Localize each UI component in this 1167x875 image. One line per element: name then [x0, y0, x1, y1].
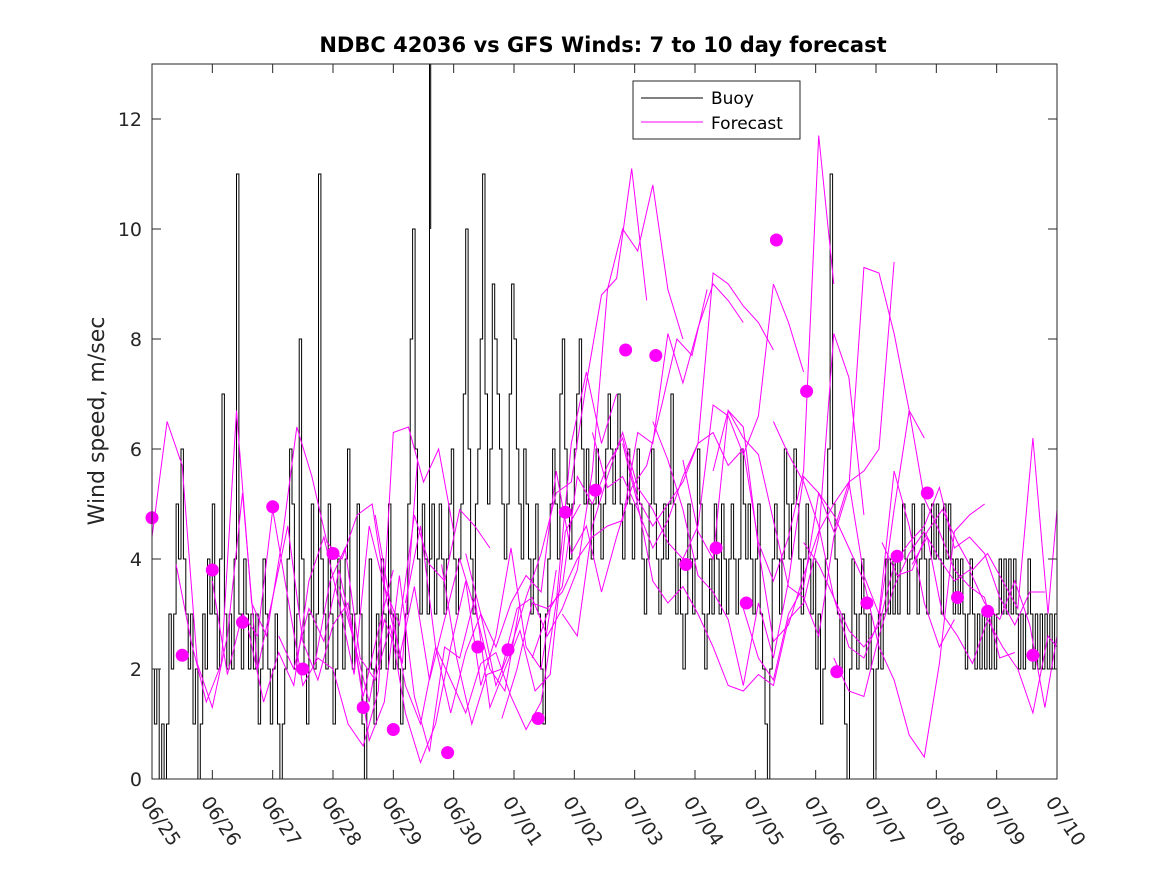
forecast-marker	[981, 604, 995, 618]
forecast-line	[833, 530, 1057, 708]
y-tick-label: 6	[130, 439, 142, 461]
y-axis: 0 2 4 6 8 10 12	[118, 109, 1057, 791]
y-tick-label: 12	[118, 109, 142, 131]
forecast-line	[374, 371, 618, 731]
forecast-line	[591, 135, 835, 583]
forecast-line	[712, 409, 955, 649]
y-tick-label: 2	[130, 659, 142, 681]
y-axis-label: Wind speed, m/sec	[85, 317, 110, 526]
forecast-marker	[619, 343, 633, 357]
forecast-line	[501, 283, 744, 719]
chart-title: NDBC 42036 vs GFS Winds: 7 to 10 day for…	[319, 33, 886, 57]
forecast-line	[278, 557, 521, 703]
forecast-marker	[236, 615, 249, 629]
forecast-marker	[441, 746, 455, 760]
forecast-marker	[175, 648, 189, 662]
forecast-line	[652, 261, 895, 686]
forecast-line	[881, 437, 1057, 615]
forecast-line	[248, 508, 491, 703]
forecast-marker	[739, 596, 753, 610]
forecast-marker	[830, 665, 844, 679]
y-tick-label: 4	[130, 549, 142, 571]
forecast-marker	[471, 640, 485, 654]
forecast-marker	[296, 662, 310, 676]
buoy-series	[152, 64, 1057, 779]
forecast-marker	[890, 549, 904, 563]
forecast-series	[152, 135, 1057, 765]
forecast-marker	[649, 349, 663, 362]
forecast-marker	[860, 596, 874, 610]
forecast-line	[911, 535, 1057, 715]
forecast-line	[772, 410, 1015, 659]
forecast-marker	[266, 500, 280, 514]
forecast-line	[404, 168, 648, 714]
forecast-marker	[501, 643, 515, 657]
forecast-line	[465, 289, 708, 649]
legend: Buoy Forecast	[632, 80, 801, 140]
forecast-marker	[1026, 648, 1040, 662]
forecast-marker	[769, 233, 783, 247]
plot-frame	[151, 63, 1058, 780]
forecast-markers	[145, 233, 1040, 760]
forecast-line	[211, 426, 455, 748]
buoy-line	[429, 64, 432, 614]
y-tick-label: 0	[130, 769, 142, 791]
forecast-marker	[558, 505, 572, 519]
forecast-marker	[531, 712, 545, 725]
forecast-marker	[326, 547, 340, 560]
forecast-line	[742, 491, 985, 759]
forecast-marker	[951, 591, 964, 604]
forecast-marker	[205, 563, 219, 577]
forecast-marker	[679, 558, 693, 571]
y-tick-label: 10	[118, 219, 142, 241]
y-tick-label: 8	[130, 329, 142, 351]
forecast-line	[682, 266, 925, 638]
forecast-line	[622, 333, 865, 692]
legend-box	[632, 80, 801, 140]
forecast-marker	[920, 486, 934, 500]
legend-buoy-label: Buoy	[711, 89, 754, 109]
forecast-line	[314, 546, 557, 765]
forecast-line	[531, 272, 774, 659]
legend-forecast-label: Forecast	[711, 114, 783, 134]
forecast-line	[441, 184, 684, 726]
forecast-marker	[800, 384, 814, 398]
forecast-line	[175, 410, 418, 704]
forecast-line	[338, 503, 581, 752]
buoy-line	[152, 173, 1057, 779]
forecast-marker	[589, 483, 602, 497]
forecast-marker	[356, 701, 370, 714]
forecast-marker	[709, 541, 723, 555]
forecast-marker	[386, 723, 400, 736]
